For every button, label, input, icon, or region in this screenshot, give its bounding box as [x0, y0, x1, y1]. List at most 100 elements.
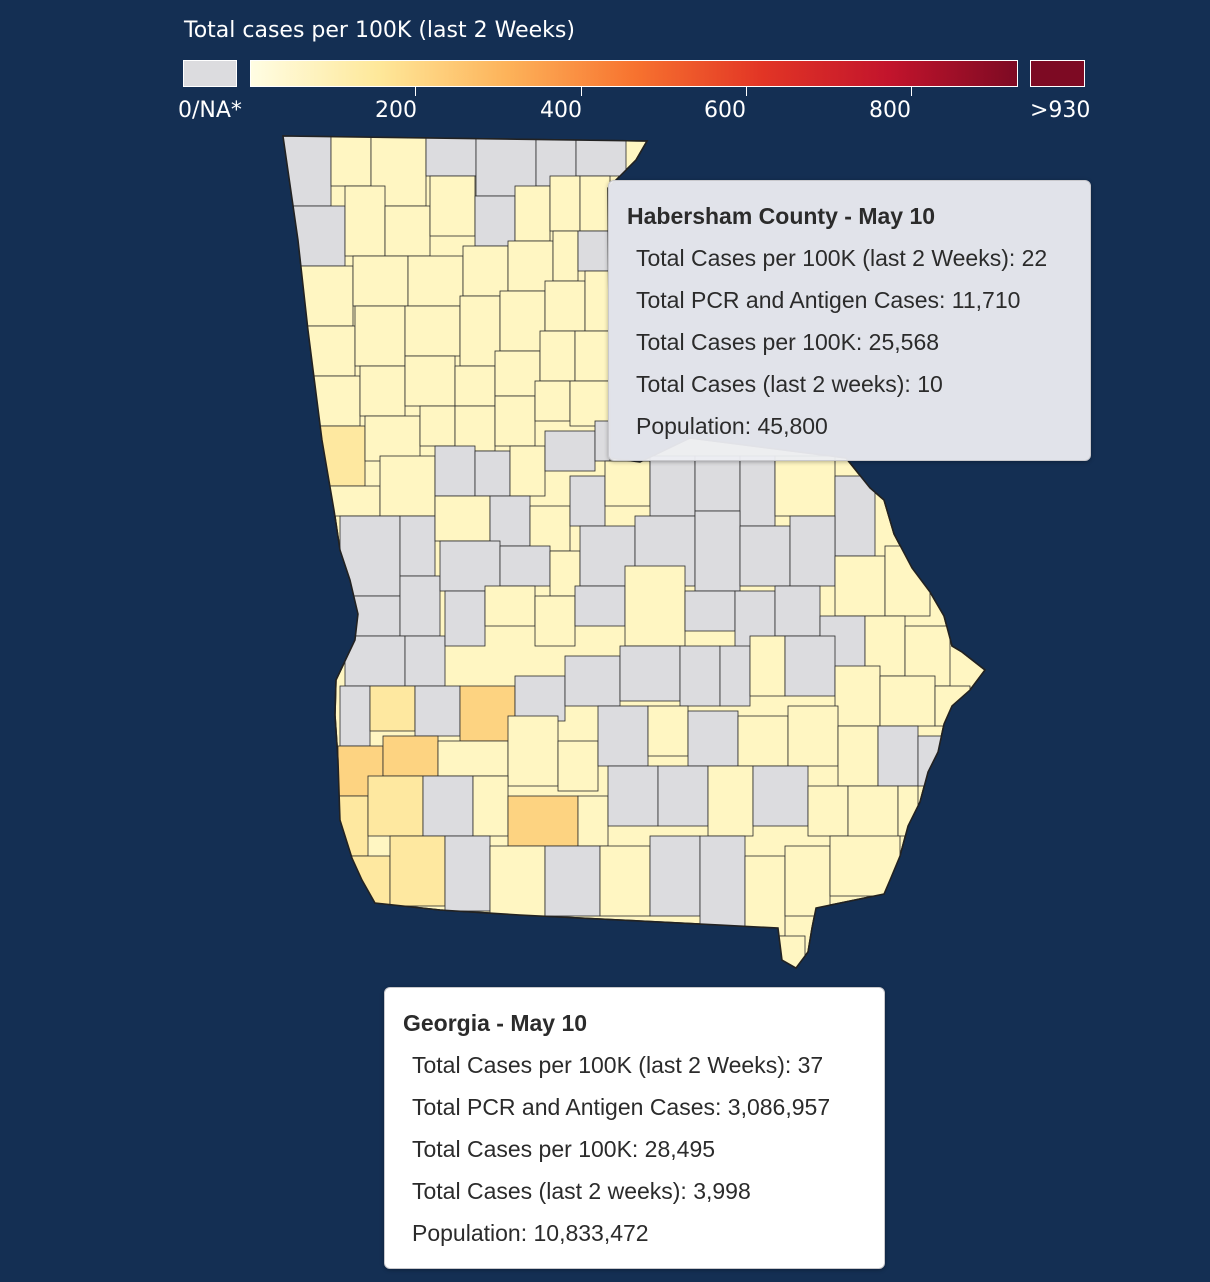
county-region[interactable] — [719, 645, 751, 707]
county-region[interactable] — [474, 195, 516, 247]
county-region[interactable] — [574, 330, 611, 382]
county-region[interactable] — [774, 585, 821, 637]
county-region[interactable] — [752, 765, 809, 827]
county-region[interactable] — [529, 505, 571, 552]
county-region[interactable] — [283, 136, 332, 207]
county-region[interactable] — [404, 305, 461, 357]
county-region[interactable] — [789, 515, 836, 587]
county-region[interactable] — [744, 855, 786, 937]
county-region[interactable] — [369, 685, 416, 732]
county-region[interactable] — [507, 715, 559, 787]
county-region[interactable] — [319, 425, 366, 487]
county-region[interactable] — [544, 280, 586, 332]
county-region[interactable] — [597, 705, 649, 767]
county-region[interactable] — [499, 290, 546, 352]
county-region[interactable] — [454, 405, 496, 452]
county-region[interactable] — [434, 445, 476, 497]
county-region[interactable] — [359, 365, 406, 417]
county-region[interactable] — [454, 365, 496, 407]
county-region[interactable] — [534, 595, 576, 647]
county-region[interactable] — [679, 645, 721, 707]
county-region[interactable] — [507, 795, 579, 847]
county-region[interactable] — [514, 675, 566, 722]
county-region[interactable] — [619, 645, 681, 702]
county-region[interactable] — [557, 740, 599, 792]
county-region[interactable] — [422, 775, 474, 837]
county-region[interactable] — [494, 395, 536, 447]
county-region[interactable] — [404, 635, 446, 687]
county-region[interactable] — [472, 775, 509, 837]
county-region[interactable] — [444, 590, 486, 647]
county-region[interactable] — [509, 445, 546, 497]
county-region[interactable] — [707, 765, 754, 837]
county-region[interactable] — [784, 845, 831, 917]
county-region[interactable] — [624, 565, 686, 647]
county-region[interactable] — [489, 495, 531, 547]
county-region[interactable] — [552, 230, 579, 282]
county-region[interactable] — [344, 635, 406, 687]
county-region[interactable] — [437, 740, 509, 777]
county-region[interactable] — [352, 255, 409, 307]
county-region[interactable] — [425, 136, 477, 177]
county-region[interactable] — [444, 835, 491, 912]
county-region[interactable] — [739, 455, 776, 527]
county-region[interactable] — [344, 855, 391, 907]
county-region[interactable] — [599, 845, 651, 917]
county-region[interactable] — [579, 175, 611, 232]
county-region[interactable] — [364, 415, 421, 462]
county-region[interactable] — [684, 590, 736, 632]
county-region[interactable] — [834, 475, 876, 557]
county-region[interactable] — [744, 935, 806, 976]
county-region[interactable] — [837, 725, 879, 787]
county-region[interactable] — [829, 835, 901, 897]
county-region[interactable] — [584, 270, 611, 332]
county-region[interactable] — [462, 245, 509, 297]
county-region[interactable] — [439, 540, 501, 592]
county-region[interactable] — [339, 685, 371, 747]
county-region[interactable] — [499, 545, 551, 587]
county-region[interactable] — [289, 205, 346, 267]
county-region[interactable] — [539, 330, 576, 382]
county-region[interactable] — [339, 515, 401, 597]
county-layer[interactable] — [283, 136, 971, 976]
county-region[interactable] — [737, 715, 789, 767]
county-region[interactable] — [694, 455, 741, 512]
county-region[interactable] — [429, 175, 476, 237]
county-region[interactable] — [574, 585, 626, 627]
county-region[interactable] — [577, 230, 611, 272]
county-region[interactable] — [884, 545, 931, 617]
county-region[interactable] — [434, 495, 491, 542]
county-region[interactable] — [407, 255, 464, 307]
county-region[interactable] — [354, 305, 406, 367]
county-region[interactable] — [384, 205, 431, 257]
county-region[interactable] — [687, 710, 739, 767]
county-region[interactable] — [549, 175, 581, 232]
county-region[interactable] — [514, 185, 551, 242]
county-region[interactable] — [699, 835, 746, 927]
county-region[interactable] — [774, 455, 836, 517]
county-region[interactable] — [834, 555, 886, 617]
county-region[interactable] — [389, 835, 446, 907]
county-region[interactable] — [787, 705, 839, 767]
county-region[interactable] — [344, 185, 386, 257]
county-region[interactable] — [534, 380, 571, 422]
county-region[interactable] — [404, 355, 456, 407]
county-region[interactable] — [379, 455, 436, 517]
county-region[interactable] — [657, 765, 709, 827]
county-region[interactable] — [739, 525, 791, 587]
county-region[interactable] — [484, 585, 536, 627]
county-region[interactable] — [649, 455, 696, 517]
county-region[interactable] — [311, 375, 361, 427]
county-region[interactable] — [494, 350, 541, 397]
county-region[interactable] — [489, 845, 546, 917]
county-region[interactable] — [575, 136, 627, 177]
county-region[interactable] — [459, 685, 516, 742]
county-region[interactable] — [569, 475, 606, 527]
county-region[interactable] — [382, 735, 439, 777]
county-region[interactable] — [399, 515, 436, 577]
county-region[interactable] — [414, 685, 461, 737]
county-region[interactable] — [649, 835, 701, 917]
county-region[interactable] — [784, 635, 836, 697]
county-region[interactable] — [577, 795, 609, 847]
county-region[interactable] — [399, 575, 441, 637]
